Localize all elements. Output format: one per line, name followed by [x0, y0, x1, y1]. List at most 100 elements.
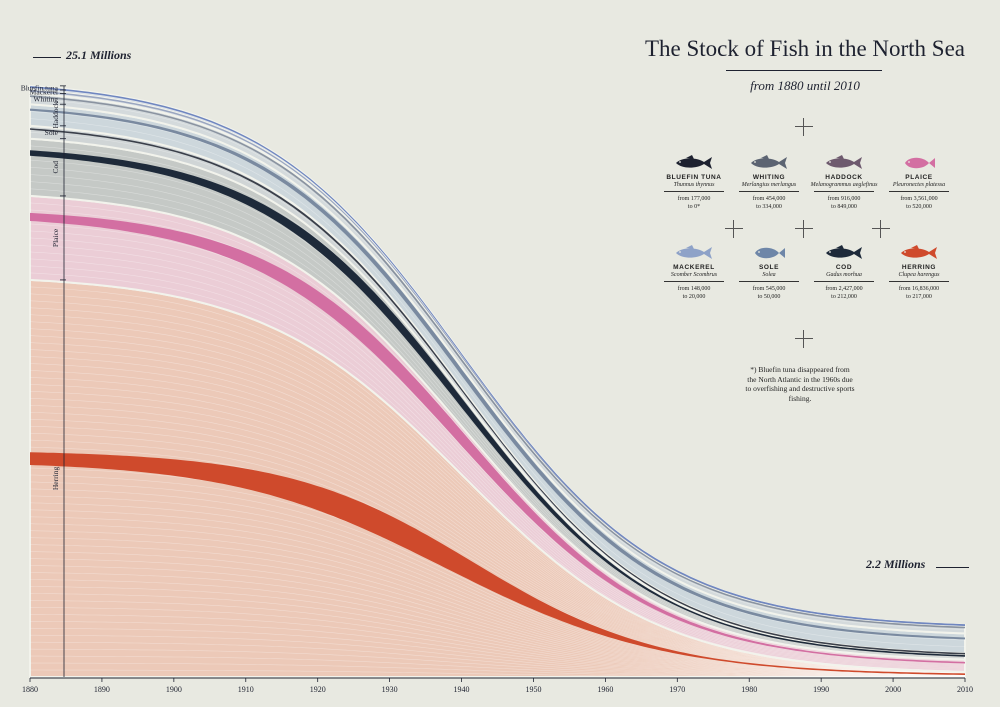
cross-mark — [795, 118, 813, 136]
streamline — [29, 251, 966, 669]
herring-icon — [901, 245, 937, 259]
streamline — [29, 495, 966, 675]
legend-rule — [814, 191, 874, 192]
streamline — [30, 634, 966, 677]
streamline — [29, 627, 965, 677]
x-tick-label: 1930 — [382, 685, 398, 694]
streamline — [29, 530, 965, 676]
streamline — [30, 579, 965, 676]
legend-latin: Merlangius merlangus — [741, 182, 797, 188]
x-tick-label: 1960 — [597, 685, 613, 694]
legend-mackerel: MACKEREL Scomber Scombrus from 148,000 to 2… — [655, 245, 733, 301]
cross-mark — [795, 330, 813, 348]
streamline — [29, 244, 966, 668]
streamline — [29, 181, 966, 659]
streamline — [30, 669, 965, 678]
streamline — [29, 321, 966, 673]
streamline — [29, 551, 966, 676]
legend-from: from 454,000 — [752, 196, 786, 202]
x-tick-label: 1890 — [94, 685, 110, 694]
streamline — [29, 188, 966, 660]
streamline — [29, 398, 966, 674]
legend-to: to 334,000 — [756, 204, 782, 210]
tuna-icon — [676, 155, 712, 169]
chart-subtitle: from 1880 until 2010 — [750, 78, 860, 93]
title-rule — [726, 70, 882, 71]
legend-name: PLAICE — [905, 174, 933, 181]
streamline — [29, 98, 966, 630]
streamline — [29, 356, 966, 674]
streamline — [29, 370, 966, 674]
legend-latin: Gadus morhua — [826, 272, 862, 278]
x-tick-label: 1940 — [454, 685, 470, 694]
legend-latin: Solea — [762, 272, 776, 278]
legend-rule — [739, 281, 799, 282]
x-tick-label: 2000 — [885, 685, 901, 694]
mackerel-icon — [676, 245, 712, 259]
legend-name: WHITING — [752, 174, 786, 181]
legend-to: to 217,000 — [906, 294, 932, 300]
streamline — [29, 307, 966, 673]
legend-name: MACKEREL — [673, 264, 715, 271]
streamline — [30, 655, 965, 677]
legend-rule — [664, 281, 724, 282]
legend-latin: Clupea harengus — [898, 272, 940, 278]
plaice-icon — [905, 157, 935, 169]
streamline — [30, 621, 965, 677]
streamline — [29, 537, 966, 676]
species-side-labels: Herring Plaice Cod SoleHaddockWhitingMacker… — [21, 83, 66, 677]
legend-rule — [889, 191, 949, 192]
streamline — [29, 335, 966, 673]
side-label: Sole — [45, 128, 59, 137]
x-tick-label: 1970 — [669, 685, 685, 694]
legend-to: to 520,000 — [906, 204, 932, 210]
legend-latin: Pleuronectes platessa — [892, 182, 946, 188]
streamline — [29, 272, 966, 672]
streamline — [29, 607, 965, 677]
side-label: Whiting — [33, 94, 58, 103]
streamline — [29, 328, 966, 673]
legend-haddock: HADDOCK Melanogrammus aeglefinus from 916,… — [805, 155, 883, 211]
max-rule — [33, 57, 61, 58]
streamline — [29, 516, 965, 676]
legend-from: from 148,000 — [677, 286, 711, 292]
chart-title: The Stock of Fish in the North Sea — [644, 36, 966, 61]
streamline — [29, 558, 966, 676]
legend-to: to 50,000 — [757, 294, 781, 300]
bluefin-note: *) Bluefin tuna disappeared from the Nor… — [745, 365, 855, 403]
legend-latin: Melanogrammus aeglefinus — [810, 182, 878, 188]
streamline — [29, 481, 966, 675]
cross-mark — [872, 220, 890, 238]
streamline — [29, 593, 965, 677]
streamline — [29, 544, 966, 676]
sole-icon — [755, 247, 785, 259]
streamline — [29, 523, 965, 676]
side-label: Cod — [51, 161, 60, 174]
x-tick-label: 1880 — [22, 685, 38, 694]
legend-to: to 0* — [687, 204, 701, 210]
legend-name: HERRING — [901, 264, 937, 271]
x-tick-label: 1990 — [813, 685, 829, 694]
legend-from: from 916,000 — [827, 196, 861, 202]
legend-to: to 20,000 — [682, 294, 706, 300]
legend-rule — [664, 191, 724, 192]
streamline — [29, 349, 966, 674]
streamline — [29, 412, 966, 674]
streamline — [29, 488, 966, 675]
cod-icon — [826, 245, 862, 259]
streamline — [29, 572, 966, 676]
streamline — [30, 641, 966, 677]
x-tick-label: 1910 — [238, 685, 254, 694]
min-label: 2.2 Millions — [866, 557, 926, 571]
legend-plaice: PLAICE Pleuronectes platessa from 3,561,00… — [880, 155, 958, 211]
legend-from: from 2,427,000 — [825, 286, 863, 292]
x-tick-label: 1980 — [741, 685, 757, 694]
whiting-icon — [751, 155, 787, 169]
streamline — [29, 258, 966, 670]
streamline — [29, 432, 966, 675]
streamline — [29, 314, 966, 673]
side-label: Mackerel — [30, 87, 58, 96]
legend-latin: Thunnus thynnus — [673, 182, 715, 188]
legend-from: from 3,561,000 — [900, 196, 938, 202]
